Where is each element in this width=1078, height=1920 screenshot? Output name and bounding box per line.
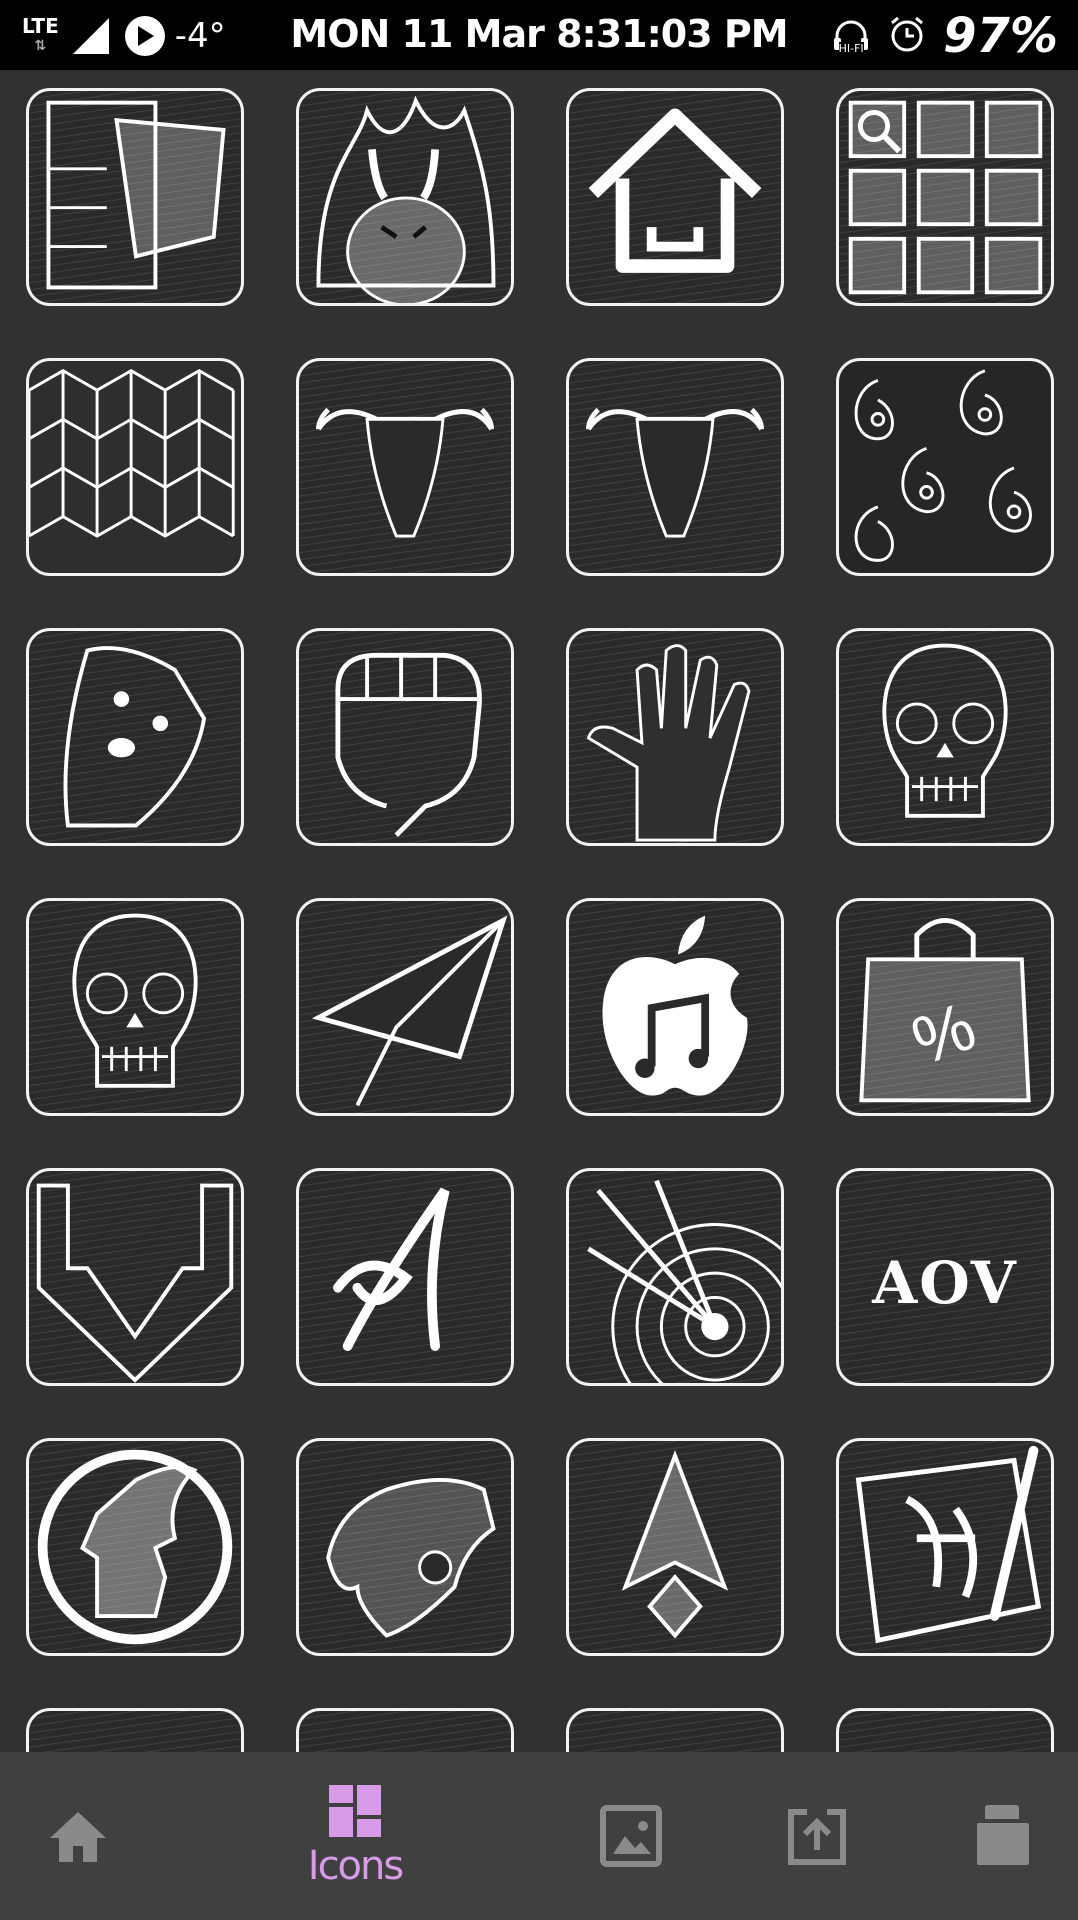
alarm-icon: [887, 14, 927, 58]
paper-plane-icon[interactable]: [296, 898, 514, 1116]
signal-icon: [69, 16, 115, 56]
fist-icon[interactable]: [296, 628, 514, 846]
sugar-skull-icon[interactable]: [836, 628, 1054, 846]
upload-icon: [788, 1809, 846, 1865]
apple-music-icon[interactable]: [566, 898, 784, 1116]
app-drawer-icon[interactable]: [836, 88, 1054, 306]
status-bar: LTE ⇅ -4° MON 11 Mar 8:31:03 PM HI-FI 97…: [0, 0, 1078, 70]
partial-icon-3[interactable]: [566, 1708, 784, 1752]
nav-request[interactable]: [782, 1752, 852, 1920]
network-indicator: LTE ⇅: [22, 16, 59, 56]
calligraphy-a-icon[interactable]: [296, 1168, 514, 1386]
icons-grid-icon: [329, 1785, 381, 1837]
home-icon[interactable]: [566, 88, 784, 306]
shopping-bag-icon[interactable]: %: [836, 898, 1054, 1116]
partial-icon-4[interactable]: [836, 1708, 1054, 1752]
hero-head-icon[interactable]: [26, 1438, 244, 1656]
hand-icon[interactable]: [566, 628, 784, 846]
nav-wallpapers[interactable]: [596, 1752, 666, 1920]
network-label: LTE: [22, 14, 59, 38]
paisley-icon[interactable]: [836, 358, 1054, 576]
bottom-navigation: Icons: [0, 1752, 1078, 1920]
cube-pattern-icon[interactable]: [26, 358, 244, 576]
data-arrows-icon: ⇅: [34, 38, 47, 54]
status-right: HI-FI 97%: [831, 8, 1058, 64]
nav-icons[interactable]: Icons: [290, 1752, 420, 1920]
image-icon: [600, 1805, 662, 1867]
download-arrow-icon[interactable]: [26, 1168, 244, 1386]
arrows-target-icon[interactable]: [566, 1168, 784, 1386]
bull-skull-icon[interactable]: [296, 358, 514, 576]
datetime: MON 11 Mar 8:31:03 PM: [290, 12, 788, 56]
arrowhead-icon[interactable]: [566, 1438, 784, 1656]
icon-grid[interactable]: % AOV: [0, 70, 1078, 1752]
calligraphy-brush-icon[interactable]: [836, 1438, 1054, 1656]
scarves-icon[interactable]: [26, 88, 244, 306]
headphones-icon: HI-FI: [831, 18, 871, 55]
partial-icon-1[interactable]: [26, 1708, 244, 1752]
dog-icon[interactable]: [26, 628, 244, 846]
status-left: LTE ⇅ -4°: [22, 8, 226, 64]
nav-apply[interactable]: [968, 1752, 1038, 1920]
play-icon: [124, 16, 165, 56]
bull-skull-2-icon[interactable]: [566, 358, 784, 576]
nav-home[interactable]: [38, 1752, 118, 1920]
battery-percent: 97%: [943, 8, 1058, 64]
home-icon: [50, 1812, 106, 1862]
fire-monster-icon[interactable]: [296, 88, 514, 306]
nav-icons-label: Icons: [307, 1843, 404, 1889]
hifi-label: HI-FI: [838, 41, 864, 55]
aov-label: AOV: [872, 1249, 1018, 1317]
temperature: -4°: [174, 16, 226, 56]
panther-icon[interactable]: [296, 1438, 514, 1656]
layers-icon: [973, 1805, 1033, 1869]
sugar-skull-2-icon[interactable]: [26, 898, 244, 1116]
aov-icon[interactable]: AOV: [836, 1168, 1054, 1386]
partial-icon-2[interactable]: [296, 1708, 514, 1752]
